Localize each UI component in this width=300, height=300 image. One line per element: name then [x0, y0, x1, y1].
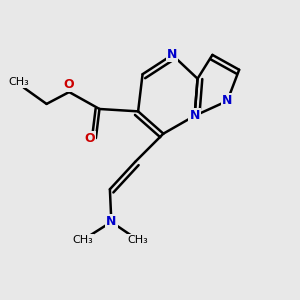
Text: CH₃: CH₃ [127, 235, 148, 245]
Text: O: O [84, 132, 95, 145]
Text: N: N [167, 48, 178, 62]
Text: O: O [64, 78, 74, 91]
Text: N: N [222, 94, 232, 107]
Text: N: N [189, 109, 200, 122]
Text: CH₃: CH₃ [8, 77, 29, 87]
Text: N: N [106, 215, 116, 228]
Text: CH₃: CH₃ [73, 235, 94, 245]
